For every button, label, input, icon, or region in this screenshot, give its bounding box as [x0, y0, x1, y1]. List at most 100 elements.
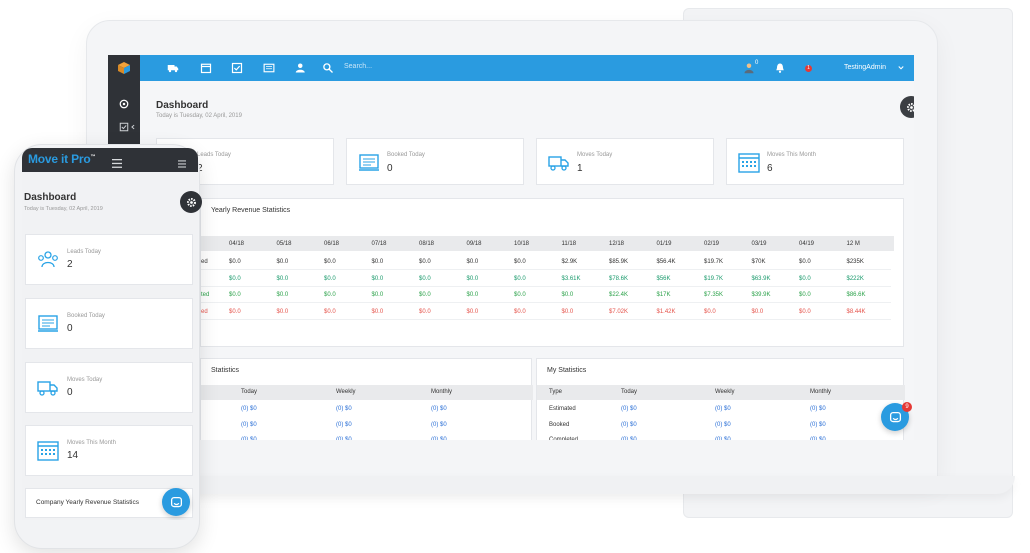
column-header: 05/18 [276, 241, 292, 247]
mobile-logo[interactable]: Move it Pro™ [28, 152, 95, 166]
column-header: 09/18 [466, 241, 482, 247]
table-cell: $0.0 [371, 275, 384, 282]
truck-nav-icon[interactable] [166, 61, 180, 75]
stat-link[interactable]: (0) $0 [241, 406, 257, 412]
row-label: ed [201, 308, 208, 315]
stat-card-booked[interactable]: Booked Today 0 [346, 138, 524, 185]
alert-badge[interactable]: 1 [805, 65, 812, 72]
yearly-revenue-panel: Yearly Revenue Statistics 04/18 05/18 06/1… [200, 198, 904, 347]
mobile-card-leads[interactable]: Leads Today 2 [25, 234, 193, 285]
table-cell: $56K [656, 275, 671, 282]
stat-link[interactable]: (0) $0 [241, 437, 257, 440]
stat-card-moves[interactable]: Moves Today 1 [536, 138, 714, 185]
bell-icon[interactable] [773, 61, 787, 75]
table-cell: $78.6K [609, 275, 629, 282]
table-cell: $63.9K [751, 275, 771, 282]
dashboard-icon[interactable] [117, 97, 131, 111]
add-user-nav-icon[interactable] [294, 61, 308, 75]
reports-nav-icon[interactable] [262, 61, 276, 75]
user-avatar-icon[interactable] [742, 61, 756, 75]
row-divider [201, 269, 891, 270]
column-header: Weekly [715, 389, 735, 395]
card-value: 0 [67, 323, 73, 334]
column-header: Monthly [431, 389, 453, 395]
table-cell: $0.0 [704, 308, 716, 315]
truck-icon [36, 375, 60, 399]
table-cell: $7.35K [704, 292, 724, 298]
table-cell: $1.42K [656, 308, 676, 315]
card-label: Leads Today [67, 249, 101, 255]
top-navbar: Search... 0 1 TestingAdmin [108, 55, 914, 81]
card-value: 0 [67, 387, 73, 398]
stat-link[interactable]: (0) $0 [621, 406, 637, 412]
stat-link[interactable]: (0) $0 [715, 437, 731, 440]
stat-link[interactable]: (0) $0 [810, 421, 826, 428]
table-cell: $2.9K [561, 259, 578, 265]
column-header: 06/18 [324, 241, 340, 247]
chevron-left-icon[interactable] [129, 120, 137, 134]
table-cell: $0.0 [419, 308, 431, 315]
search-input[interactable]: Search... [344, 63, 373, 70]
table-cell: $7.02K [609, 308, 629, 315]
column-header: 03/19 [751, 241, 767, 247]
column-header: 10/18 [514, 241, 530, 247]
stat-link[interactable]: (0) $0 [621, 421, 637, 428]
calendar-icon [737, 150, 761, 174]
row-label: Completed [549, 437, 579, 440]
table-cell: $86.6K [846, 292, 866, 298]
stat-link[interactable]: (0) $0 [715, 406, 731, 412]
tasks-nav-icon[interactable] [230, 61, 244, 75]
card-label: Booked Today [67, 313, 105, 319]
stat-link[interactable]: (0) $0 [431, 421, 447, 428]
row-divider [201, 285, 891, 287]
gear-icon[interactable] [900, 96, 914, 118]
row-label: Estimated [549, 406, 576, 412]
table-cell: $8.44K [846, 308, 866, 315]
hamburger-icon[interactable] [112, 155, 122, 168]
logo-tm: ™ [90, 154, 96, 160]
stat-link[interactable]: (0) $0 [621, 437, 637, 440]
column-header: 12 M [846, 241, 860, 247]
column-header: Type [549, 389, 563, 395]
stat-label: Moves This Month [767, 152, 816, 158]
chat-icon [170, 496, 182, 507]
mobile-screen: Move it Pro™ Dashboard Today is Tuesday,… [22, 148, 198, 520]
stat-label: Leads Today [197, 152, 231, 158]
table-cell: $0.0 [276, 308, 289, 315]
search-icon[interactable] [321, 61, 335, 75]
tasks-sidebar-icon[interactable] [117, 120, 131, 134]
table-cell: $0.0 [514, 308, 526, 315]
stat-link[interactable]: (0) $0 [431, 406, 447, 412]
calendar-icon [36, 438, 60, 462]
mobile-card-moves-month[interactable]: Moves This Month 14 [25, 425, 193, 476]
stat-link[interactable]: (0) $0 [336, 421, 352, 428]
mobile-card-moves[interactable]: Moves Today 0 [25, 362, 193, 413]
stat-link[interactable]: (0) $0 [241, 421, 257, 428]
column-header: 12/18 [609, 241, 625, 247]
table-cell: $0.0 [514, 259, 526, 265]
stat-label: Booked Today [387, 152, 425, 158]
chat-badge: 9 [902, 402, 912, 412]
table-cell: $0.0 [229, 308, 241, 315]
stat-link[interactable]: (0) $0 [810, 406, 826, 412]
row-divider [201, 302, 891, 303]
table-cell: $0.0 [419, 259, 431, 265]
panel-title: Company Yearly Revenue Statistics [36, 499, 139, 506]
mobile-card-booked[interactable]: Booked Today 0 [25, 298, 193, 349]
table-cell: $222K [846, 275, 864, 282]
user-menu[interactable]: TestingAdmin [844, 64, 887, 71]
stat-link[interactable]: (0) $0 [336, 406, 352, 412]
menu-icon[interactable] [178, 155, 186, 168]
mobile-gear-icon[interactable] [180, 191, 202, 213]
stat-card-moves-month[interactable]: Moves This Month 6 [726, 138, 904, 185]
app-logo[interactable] [108, 55, 140, 81]
stat-link[interactable]: (0) $0 [715, 421, 731, 428]
mobile-chat-button[interactable] [162, 488, 190, 516]
stat-link[interactable]: (0) $0 [336, 437, 352, 440]
mobile-topbar: Move it Pro™ [22, 148, 198, 172]
chevron-down-icon[interactable] [894, 61, 908, 75]
stat-link[interactable]: (0) $0 [810, 437, 826, 440]
calendar-nav-icon[interactable] [199, 61, 213, 75]
stat-link[interactable]: (0) $0 [431, 437, 447, 440]
